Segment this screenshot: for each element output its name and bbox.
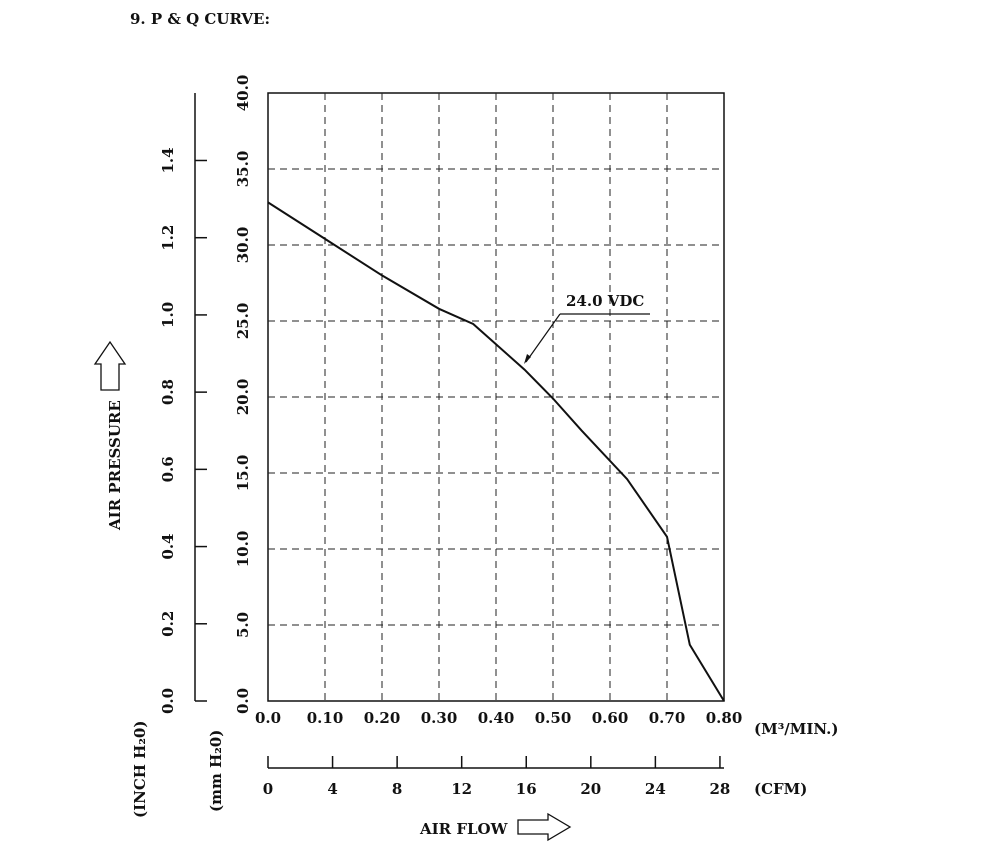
- y-tick-label-mm: 20.0: [234, 379, 252, 416]
- x-tick-label: 0.80: [706, 709, 743, 727]
- x-tick-label: 0.20: [364, 709, 401, 727]
- x-tick-label: 0.0: [255, 709, 281, 727]
- x-tick-label: 0.70: [649, 709, 686, 727]
- y-tick-label-inch: 0.4: [159, 534, 177, 560]
- y-tick-label-mm: 15.0: [234, 455, 252, 492]
- y-tick-label-mm: 40.0: [234, 75, 252, 112]
- x-axis-title: AIR FLOW: [419, 820, 509, 838]
- y-tick-label-inch: 1.2: [159, 225, 177, 251]
- y-tick-label-inch: 0.0: [159, 688, 177, 714]
- y-unit-inch: (INCH H₂0): [131, 721, 149, 818]
- mm-axis-ticks: 0.0 5.0 10.0 15.0 20.0 25.0 30.0 35.0 40.0: [234, 75, 252, 714]
- cfm-tick-label: 28: [709, 780, 730, 798]
- x-axis-ticks: 0.0 0.10 0.20 0.30 0.40 0.50 0.60 0.70 0.80: [255, 709, 742, 727]
- cfm-tick-label: 16: [516, 780, 537, 798]
- y-tick-label-mm: 0.0: [234, 688, 252, 714]
- x-tick-label: 0.40: [478, 709, 515, 727]
- y-tick-label-inch: 0.2: [159, 611, 177, 637]
- x-tick-label: 0.50: [535, 709, 572, 727]
- cfm-tick-label: 24: [645, 780, 666, 798]
- cfm-tick-label: 4: [327, 780, 337, 798]
- x-tick-label: 0.10: [307, 709, 344, 727]
- cfm-tick-label: 0: [263, 780, 273, 798]
- y-tick-label-mm: 10.0: [234, 531, 252, 568]
- grid-lines: [268, 93, 724, 701]
- y-tick-label-inch: 1.0: [159, 302, 177, 328]
- cfm-tick-label: 12: [451, 780, 472, 798]
- x-unit-m3: (M³/MIN.): [754, 720, 838, 738]
- y-tick-label-mm: 30.0: [234, 227, 252, 264]
- y-unit-mm: (mm H₂0): [207, 730, 225, 812]
- series-label-24vdc: 24.0 VDC: [566, 292, 644, 310]
- x-unit-cfm: (CFM): [754, 780, 807, 798]
- y-tick-label-inch: 0.6: [159, 456, 177, 482]
- annotation-arrowhead: [524, 354, 531, 364]
- y-tick-label-mm: 35.0: [234, 151, 252, 188]
- arrow-up-icon: [93, 340, 127, 391]
- y-tick-label-inch: 0.8: [159, 379, 177, 405]
- y-tick-label-mm: 5.0: [234, 612, 252, 638]
- y-tick-label-inch: 1.4: [159, 147, 177, 173]
- y-axis-title: AIR PRESSURE: [106, 400, 124, 531]
- arrow-right-icon: [517, 812, 572, 842]
- inch-axis-ticks: 0.0 0.2 0.4 0.6 0.8 1.0 1.2 1.4: [159, 147, 207, 714]
- cfm-tick-label: 8: [392, 780, 402, 798]
- x-tick-label: 0.30: [421, 709, 458, 727]
- y-tick-label-mm: 25.0: [234, 303, 252, 340]
- series-line-24vdc: [267, 201, 725, 702]
- section-title: 9. P & Q CURVE:: [130, 10, 270, 28]
- x-tick-label: 0.60: [592, 709, 629, 727]
- cfm-tick-label: 20: [580, 780, 601, 798]
- annotation-leader: [525, 313, 561, 363]
- cfm-axis-ticks: 0 4 8 12 16 20 24 28: [263, 756, 730, 798]
